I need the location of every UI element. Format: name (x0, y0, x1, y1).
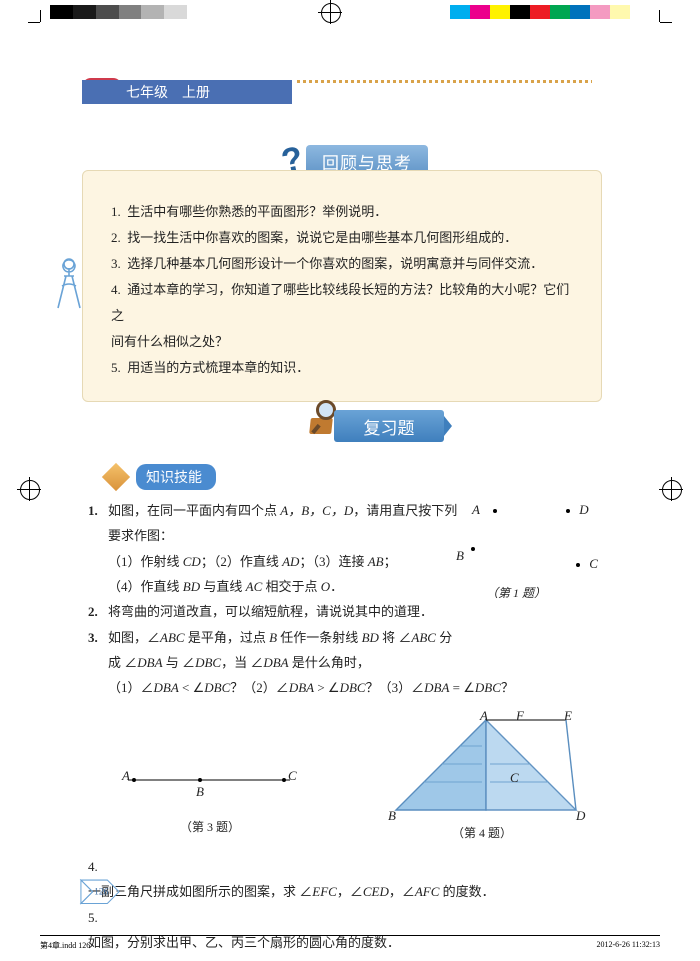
label-E: E (564, 708, 572, 724)
page-header: 七年级 上册 (82, 80, 292, 104)
seg: CD (183, 554, 201, 569)
ang: ABC (160, 630, 185, 645)
q1-text: 如图，在同一平面内有四个点 (108, 503, 280, 518)
q3-text: （1）∠ (108, 680, 154, 695)
pt: B (269, 630, 277, 645)
registration-target (18, 478, 40, 500)
review-item: 1. 生活中有哪些你熟悉的平面图形？举例说明． (111, 199, 581, 225)
compass-icon (54, 258, 84, 312)
page-number: 126 (78, 877, 122, 911)
registration-target (660, 478, 682, 500)
q3-text: ？（3）∠ (366, 680, 425, 695)
q3-text: 分 (436, 630, 452, 645)
page-num-text: 126 (94, 888, 109, 898)
skill-tag: 知识技能 (106, 464, 216, 490)
figure-4: A F E B C D （第 4 题） (386, 710, 586, 824)
review-item: 5. 用适当的方式梳理本章的知识． (111, 355, 581, 381)
label-F: F (516, 708, 524, 724)
q3-text: 如图，∠ (108, 630, 160, 645)
seg: AC (246, 579, 263, 594)
q3-text: < ∠ (179, 680, 205, 695)
figure-1-points: A D B C （第 1 题） (456, 498, 606, 588)
ang: AFC (415, 884, 440, 899)
print-footer: 第4章.indd 126 2012-6-26 11:32:13 (40, 935, 660, 951)
label-A: A (480, 708, 488, 724)
review-item: 4. 通过本章的学习，你知道了哪些比较线段长短的方法？比较角的大小呢？它们之 (111, 277, 581, 329)
q1-sub: 相交于点 (262, 579, 321, 594)
q1-sub: ；（2）作直线 (201, 554, 282, 569)
q3-text: 是什么角时， (289, 655, 370, 670)
ang: ABC (411, 630, 436, 645)
q3-text: 是平角，过点 (185, 630, 270, 645)
q1-sub: ； (384, 554, 397, 569)
q1-sub: （1）作射线 (108, 554, 183, 569)
point-A: A (472, 502, 480, 517)
review-item: 间有什么相似之处？ (111, 329, 581, 355)
ang: DBC (204, 680, 230, 695)
point-D: D (579, 502, 588, 517)
label-B: B (196, 784, 204, 800)
figures-row: A B C （第 3 题） A F E B C D （第 4 题） (100, 710, 600, 840)
diamond-icon (102, 463, 130, 491)
q1-sub: ． (330, 579, 343, 594)
label-C: C (288, 768, 297, 784)
footer-file: 第4章.indd 126 (40, 940, 90, 951)
exercise-ribbon: 复习题 (334, 410, 444, 442)
ang: DBA (289, 680, 314, 695)
q2-text: 将弯曲的河道改直，可以缩短航程，请说说其中的道理． (108, 599, 612, 624)
point-B: B (456, 548, 464, 563)
review-box: 1. 生活中有哪些你熟悉的平面图形？举例说明． 2. 找一找生活中你喜欢的图案，… (82, 170, 602, 402)
q3-text: ？（2）∠ (230, 680, 289, 695)
q3-text: ？ (501, 680, 514, 695)
q1-sub: ；（3）连接 (299, 554, 367, 569)
q3-text: > ∠ (314, 680, 340, 695)
q3-text: 任作一条射线 (277, 630, 362, 645)
label-B: B (388, 808, 396, 824)
seg: BD (362, 630, 379, 645)
review-item: 3. 选择几种基本几何图形设计一个你喜欢的图案，说明寓意并与同伴交流． (111, 251, 581, 277)
ang: DBA (154, 680, 179, 695)
q3-text: 与 ∠ (163, 655, 196, 670)
q4-text: ，∠ (389, 884, 415, 899)
q1-sub: 与直线 (200, 579, 246, 594)
point-C: C (589, 556, 598, 571)
print-calibration-bar (0, 5, 700, 19)
q3-text: 将 ∠ (379, 630, 412, 645)
ang: DBA (137, 655, 162, 670)
q1-text: 要求作图： (108, 528, 173, 543)
skill-label: 知识技能 (136, 464, 216, 490)
ang: EFC (312, 884, 337, 899)
seg: BD (183, 579, 200, 594)
label-C: C (510, 770, 519, 786)
label-A: A (122, 768, 130, 784)
q1-points: A，B，C，D (280, 503, 353, 518)
q1-sub: （4）作直线 (108, 579, 183, 594)
q4-text: ，∠ (337, 884, 363, 899)
pt: O (321, 579, 330, 594)
seg: AB (368, 554, 384, 569)
q3-text: 成 ∠ (108, 655, 137, 670)
ang: DBC (475, 680, 501, 695)
ang: DBA (263, 655, 288, 670)
ang: CED (363, 884, 389, 899)
fig3-caption: （第 3 题） (120, 818, 300, 835)
fig4-caption: （第 4 题） (452, 824, 512, 841)
ang: DBA (424, 680, 449, 695)
q3-text: = ∠ (449, 680, 475, 695)
crop-mark (640, 22, 660, 42)
fig1-caption: （第 1 题） (486, 584, 546, 601)
label-D: D (576, 808, 585, 824)
q1-text: ，请用直尺按下列 (353, 503, 457, 518)
figure-3: A B C （第 3 题） (120, 760, 300, 835)
q4-text: 的度数． (439, 884, 494, 899)
ang: DBC (340, 680, 366, 695)
footer-timestamp: 2012-6-26 11:32:13 (597, 940, 660, 951)
crop-mark (40, 22, 60, 42)
seg: AD (282, 554, 299, 569)
q3-text: ，当 ∠ (221, 655, 263, 670)
review-item: 2. 找一找生活中你喜欢的图案，说说它是由哪些基本几何图形组成的． (111, 225, 581, 251)
ang: DBC (195, 655, 221, 670)
